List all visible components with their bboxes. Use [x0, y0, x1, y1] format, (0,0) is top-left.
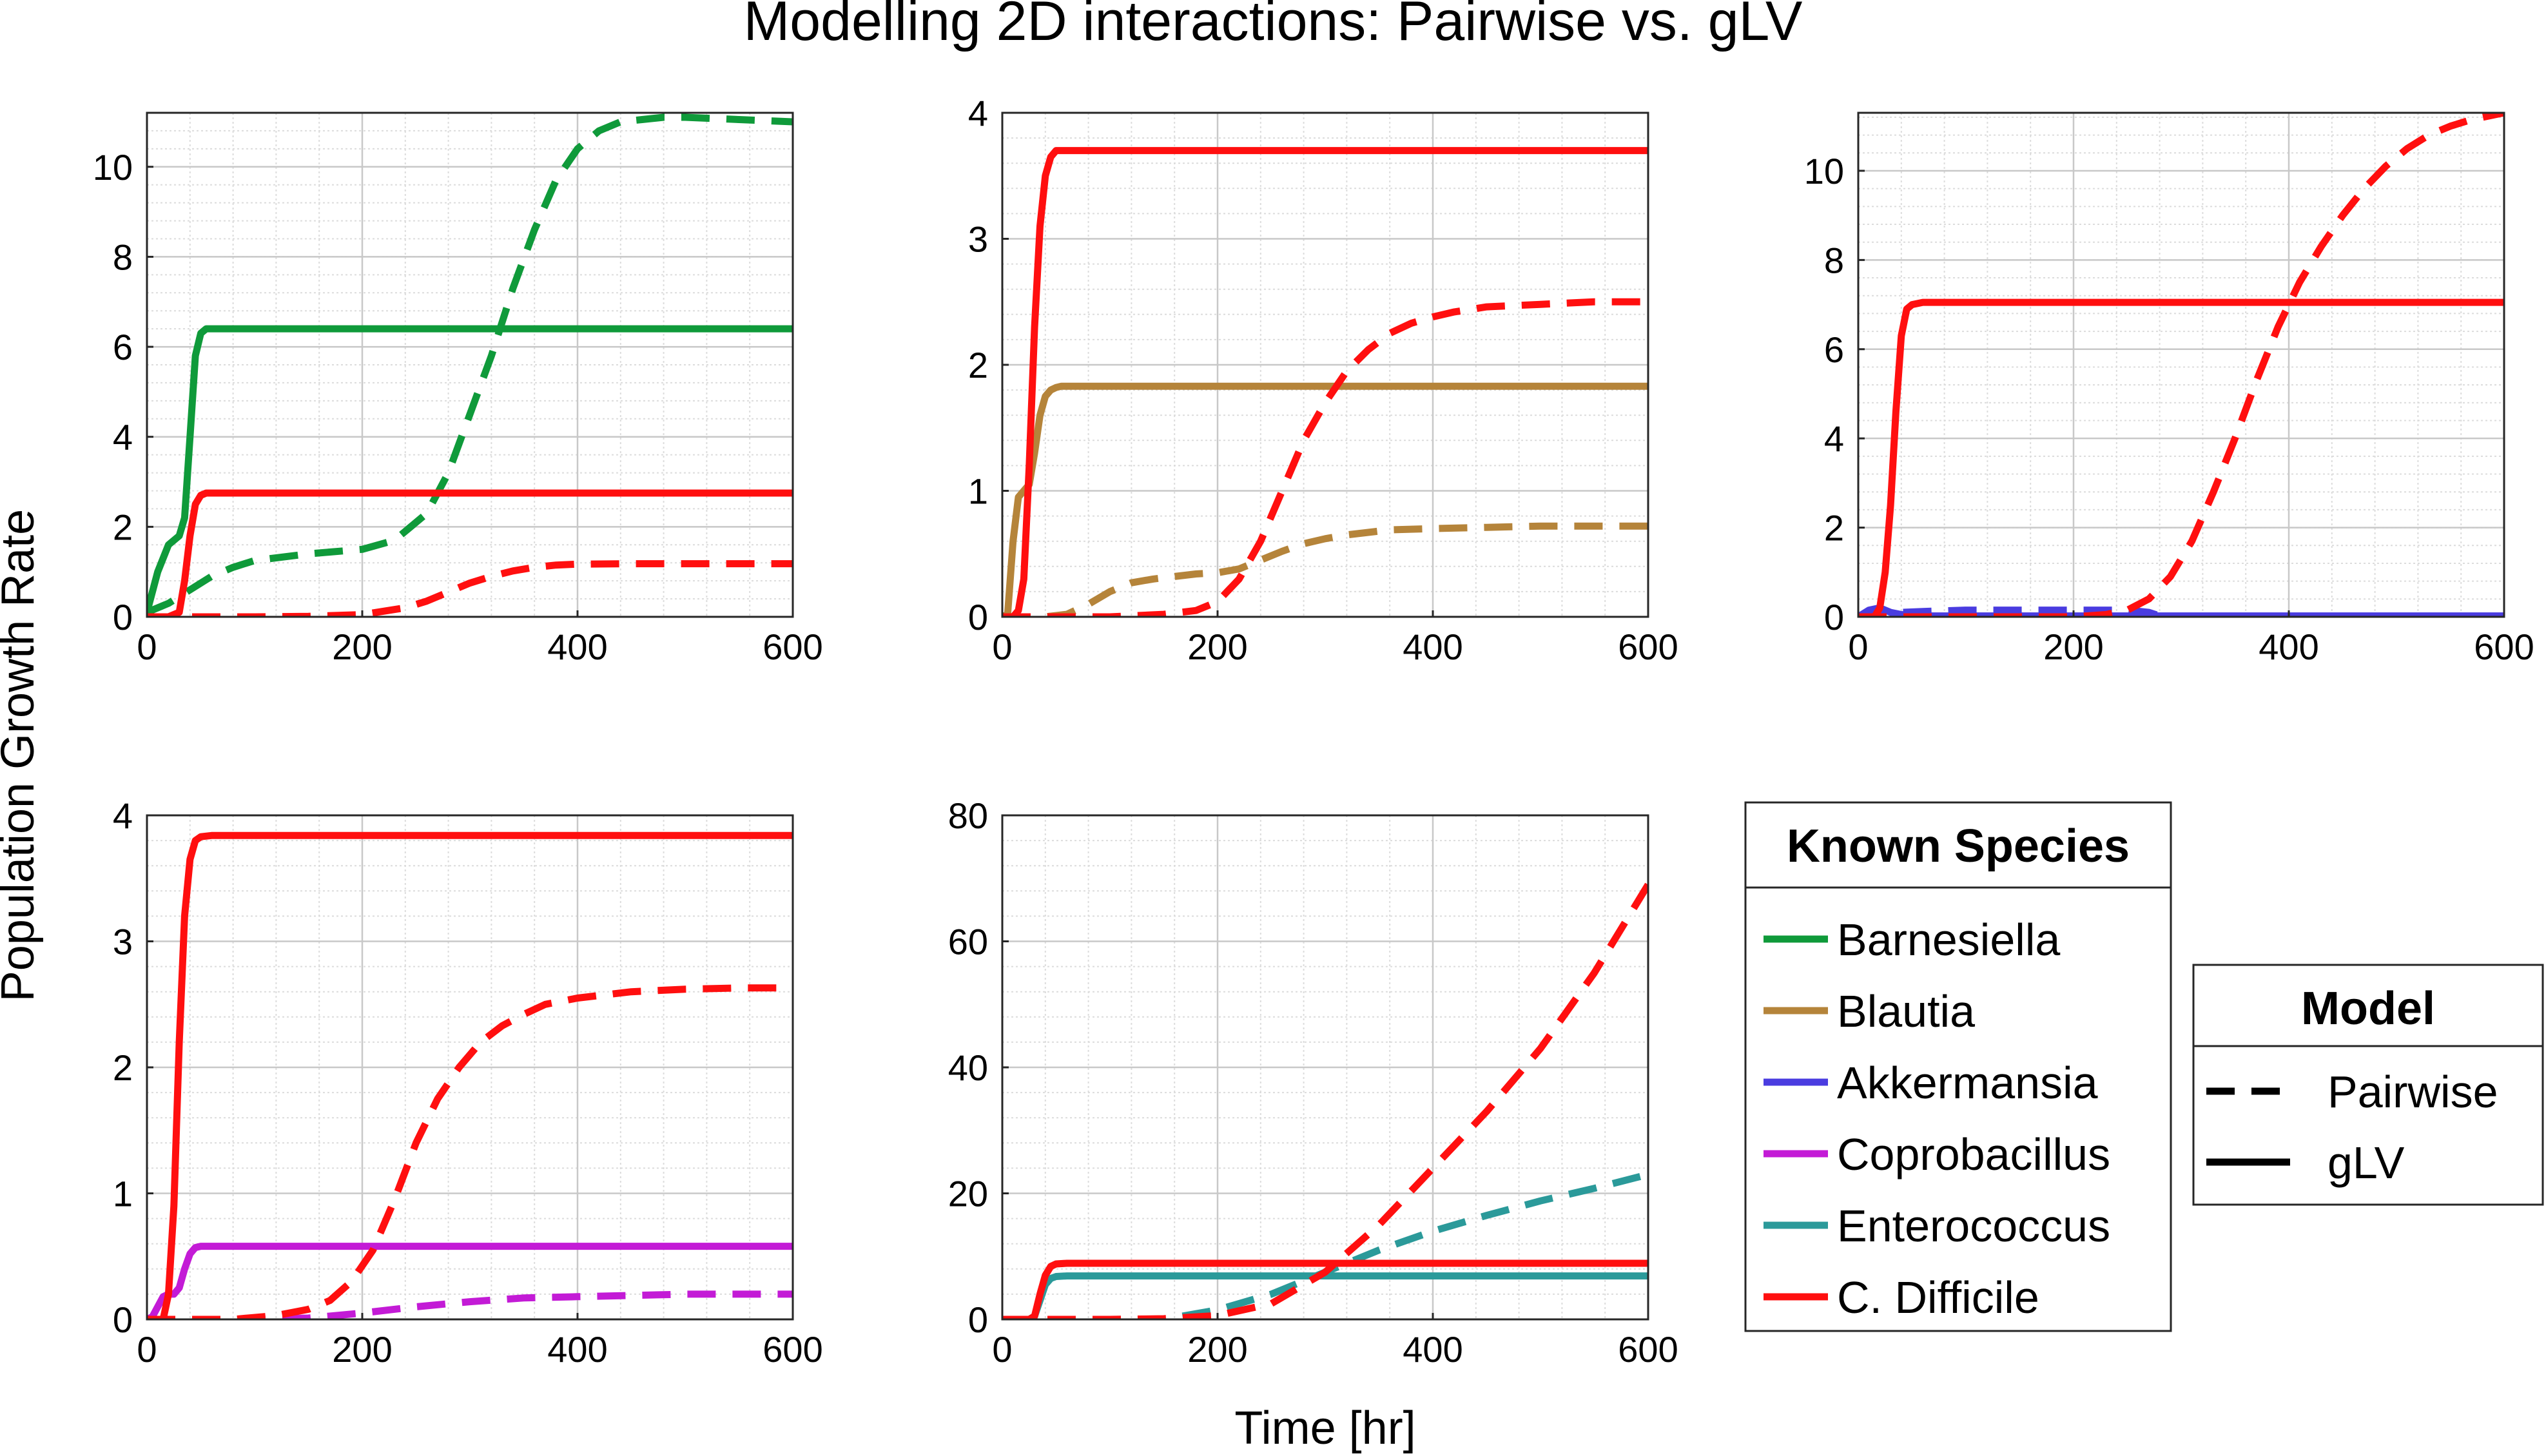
legend-entry-label: C. Difficile: [1837, 1272, 2039, 1323]
grid: [1001, 112, 1649, 618]
x-tick-label: 400: [547, 626, 607, 667]
series-line-blautia-glv: [1002, 382, 1648, 617]
y-tick-label: 0: [968, 597, 988, 637]
x-tick-label: 400: [547, 1329, 607, 1370]
legend-entry-label: Barnesiella: [1837, 915, 2060, 965]
series-line-c-difficile-glv: [147, 489, 793, 617]
x-tick-label: 200: [332, 1329, 392, 1370]
x-tick-label: 0: [992, 626, 1012, 667]
series-line-akkermansia-pairwise: [1858, 607, 2504, 617]
y-tick-label: 2: [968, 345, 988, 385]
y-tick-label: 0: [113, 1299, 133, 1340]
y-tick-label: 2: [113, 507, 133, 547]
series-line-c-difficile-pairwise: [1858, 113, 2504, 617]
series-line-c-difficile-pairwise: [147, 984, 793, 1319]
x-tick-label: 400: [2259, 626, 2318, 667]
y-tick-label: 1: [113, 1174, 133, 1214]
y-tick-label: 4: [113, 795, 133, 836]
y-tick-label: 10: [93, 147, 133, 188]
x-tick-label: 0: [137, 1329, 157, 1370]
y-tick-label: 2: [1824, 508, 1844, 548]
legend-entry-label: Akkermansia: [1837, 1058, 2098, 1108]
series-line-blautia-pairwise: [1002, 522, 1648, 617]
species-legend: Known Species Barnesiella Blautia Akkermans…: [1744, 801, 2172, 1332]
series-group: [1858, 113, 2504, 617]
y-tick-label: 3: [968, 219, 988, 260]
y-tick-label: 80: [948, 795, 988, 836]
x-tick-label: 200: [1187, 626, 1247, 667]
legend-entry-label: Blautia: [1837, 986, 1975, 1036]
x-tick-label: 0: [1848, 626, 1868, 667]
x-tick-label: 600: [763, 1329, 822, 1370]
legend-entry-label: Enterococcus: [1837, 1201, 2110, 1251]
series-line-c-difficile-pairwise: [1002, 298, 1648, 617]
series-group: [1002, 147, 1648, 617]
legend-entry-label: gLV: [2327, 1138, 2405, 1188]
x-tick-label: 600: [1618, 626, 1678, 667]
x-tick-label: 200: [2043, 626, 2103, 667]
series-line-coprobacillus-glv: [147, 1243, 793, 1319]
series-line-c-difficile-glv: [1002, 1259, 1648, 1319]
axes-frame: [1857, 112, 2505, 618]
legend-title: Known Species: [1787, 820, 2130, 872]
y-tick-label: 20: [948, 1174, 988, 1214]
series-line-enterococcus-pairwise: [1002, 1170, 1648, 1319]
x-tick-label: 0: [992, 1329, 1012, 1370]
series-line-c-difficile-glv: [147, 831, 793, 1319]
y-tick-label: 6: [1824, 329, 1844, 370]
series-line-barnesiella-pairwise: [147, 113, 793, 616]
y-tick-label: 4: [968, 93, 988, 133]
y-axis-label: Population Growth Rate: [0, 509, 44, 1002]
y-tick-label: 6: [113, 327, 133, 367]
y-tick-label: 8: [113, 237, 133, 277]
figure-title: Modelling 2D interactions: Pairwise vs. …: [744, 0, 1803, 52]
x-tick-label: 400: [1403, 1329, 1462, 1370]
y-tick-label: 3: [113, 922, 133, 962]
legend-box: [1744, 801, 2172, 1332]
series-line-c-difficile-glv: [1858, 298, 2504, 617]
legend-title: Model: [2301, 983, 2435, 1034]
subplot-4: 0 200 400 600 0 1 2 3 4: [113, 795, 823, 1370]
y-tick-label: 8: [1824, 240, 1844, 280]
x-tick-label: 400: [1403, 626, 1462, 667]
x-tick-label: 600: [763, 626, 822, 667]
model-legend: Model Pairwise gLV: [2192, 964, 2544, 1206]
y-tick-label: 0: [113, 597, 133, 637]
y-tick-label: 0: [1824, 597, 1844, 637]
x-tick-label: 600: [1618, 1329, 1678, 1370]
subplot-5: 0 200 400 600 0 20 40 60 80: [948, 795, 1678, 1370]
subplot-2: 0 200 400 600 0 1 2 3 4: [968, 93, 1678, 667]
legend-entry-label: Coprobacillus: [1837, 1129, 2110, 1179]
x-tick-label: 600: [2474, 626, 2534, 667]
x-tick-label: 200: [1187, 1329, 1247, 1370]
x-tick-label: 0: [137, 626, 157, 667]
y-tick-label: 60: [948, 922, 988, 962]
series-group: [147, 113, 793, 617]
y-tick-label: 10: [1804, 151, 1844, 191]
x-tick-label: 200: [332, 626, 392, 667]
y-tick-label: 2: [113, 1047, 133, 1088]
y-tick-label: 0: [968, 1299, 988, 1340]
series-line-c-difficile-pairwise: [147, 560, 793, 617]
legend-entry-label: Pairwise: [2327, 1067, 2498, 1117]
x-axis-label: Time [hr]: [1234, 1403, 1415, 1454]
subplot-1: 0 200 400 600 0 2 4 6 8 10: [93, 112, 823, 667]
y-tick-label: 40: [948, 1047, 988, 1088]
axes-frame: [146, 112, 794, 618]
y-tick-label: 1: [968, 471, 988, 512]
subplot-3: 0 200 400 600 0 2 4 6 8 10: [1804, 112, 2534, 667]
series-line-c-difficile-glv: [1002, 147, 1648, 617]
y-tick-label: 4: [1824, 418, 1844, 459]
series-line-barnesiella-glv: [147, 325, 793, 616]
y-tick-label: 4: [113, 417, 133, 458]
